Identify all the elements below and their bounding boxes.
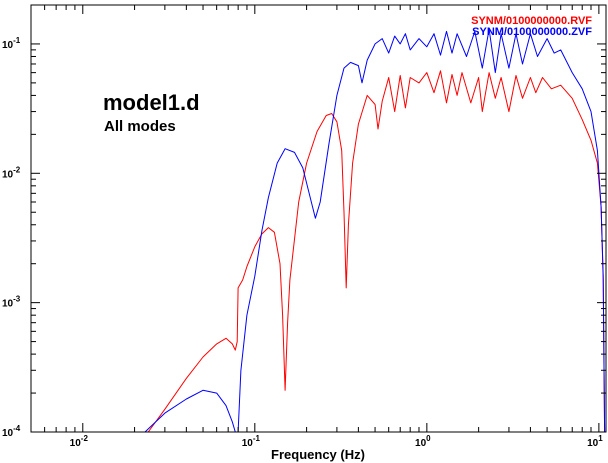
axis-layer: 10-2 10-1 100 101 10-4 10-3 10-2 10-1 (2, 4, 606, 449)
legend-entry-zvf: SYNM/0100000000.ZVF (472, 26, 592, 38)
chart-title: model1.d (103, 90, 200, 115)
x-tick-label: 10-2 (70, 434, 89, 449)
x-tick-label: 101 (587, 434, 603, 449)
series-layer (144, 28, 606, 432)
y-tick-label: 10-3 (2, 295, 21, 310)
y-tick-label: 10-1 (2, 36, 21, 51)
plot-background (31, 5, 606, 432)
y-tick-label: 10-2 (2, 165, 21, 180)
series-line-zvf (144, 28, 606, 432)
series-line-rvf (147, 70, 606, 432)
chart-subtitle: All modes (104, 118, 176, 135)
x-tick-label: 10-1 (242, 434, 261, 449)
plot-frame (30, 4, 607, 433)
legend-entry-rvf: SYNM/0100000000.RVF (471, 15, 592, 27)
y-tick-label: 10-4 (2, 424, 21, 439)
x-axis-label: Frequency (Hz) (271, 447, 365, 462)
x-tick-label: 100 (415, 434, 431, 449)
